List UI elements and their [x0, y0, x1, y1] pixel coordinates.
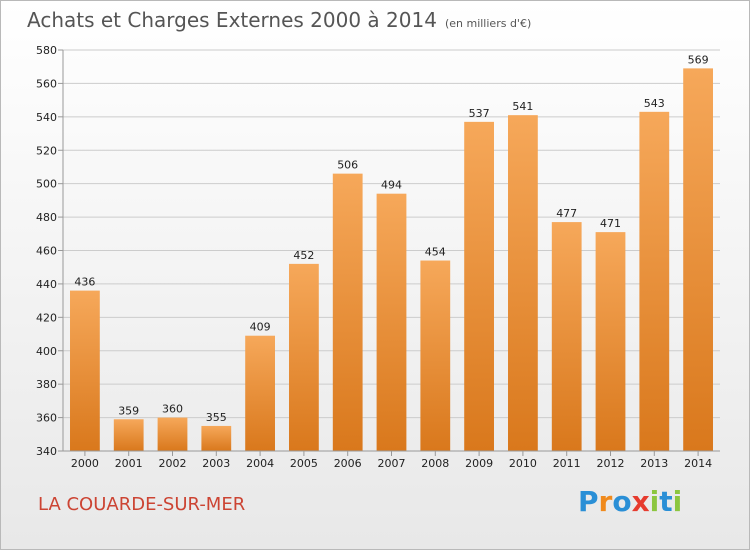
x-tick-label: 2010: [509, 457, 537, 470]
x-tick-label: 2009: [465, 457, 493, 470]
y-tick-label: 560: [36, 77, 57, 90]
data-label: 477: [556, 207, 577, 220]
data-label: 471: [600, 217, 621, 230]
x-tick-label: 2008: [421, 457, 449, 470]
y-tick-label: 440: [36, 278, 57, 291]
labels: 340 360 380 400 420 440 460 480 500 520 540 560 580 4…: [36, 44, 712, 470]
y-tick-label: 340: [36, 445, 57, 458]
x-tick-label: 2003: [202, 457, 230, 470]
x-tick-label: 2005: [290, 457, 318, 470]
data-label: 494: [381, 179, 402, 192]
y-tick-label: 360: [36, 412, 57, 425]
x-tick-label: 2012: [597, 457, 625, 470]
x-tick-label: 2004: [246, 457, 274, 470]
chart-subtitle: (en milliers d'€): [444, 17, 532, 30]
data-label: 359: [118, 404, 139, 417]
data-label: 569: [688, 53, 709, 66]
y-tick-label: 420: [36, 311, 57, 324]
bar: [376, 193, 407, 452]
bars: [70, 68, 713, 452]
x-tick-label: 2001: [115, 457, 143, 470]
bar: [464, 121, 494, 452]
logo-letter: x: [631, 485, 650, 518]
bar: [113, 419, 144, 451]
proxiti-logo: Proxiti: [578, 485, 682, 518]
bar: [289, 263, 319, 451]
x-tick-label: 2002: [159, 457, 187, 470]
x-tick-label: 2011: [553, 457, 581, 470]
bar: [595, 232, 626, 451]
y-tick-label: 500: [36, 178, 57, 191]
data-label: 537: [469, 107, 490, 120]
bar: [245, 335, 275, 451]
bar: [332, 173, 363, 451]
bar: [551, 222, 582, 451]
place-name: LA COUARDE-SUR-MER: [38, 494, 246, 515]
chart-title-block: Achats et Charges Externes 2000 à 2014 (e…: [27, 8, 531, 32]
bar: [420, 260, 451, 451]
y-tick-label: 460: [36, 245, 57, 258]
y-tick-label: 480: [36, 211, 57, 224]
y-tick-label: 540: [36, 111, 57, 124]
data-label: 543: [644, 97, 665, 110]
axes: [58, 49, 720, 456]
bar: [508, 115, 538, 451]
data-label: 454: [425, 246, 446, 259]
logo-letter: r: [598, 485, 613, 518]
data-label: 541: [512, 100, 533, 113]
data-label: 355: [206, 411, 227, 424]
bar: [157, 417, 188, 451]
chart-title: Achats et Charges Externes 2000 à 2014: [27, 8, 437, 32]
data-label: 506: [337, 159, 358, 172]
data-label: 360: [162, 403, 183, 416]
bar: [683, 68, 713, 452]
bar: [639, 111, 670, 451]
x-tick-label: 2014: [684, 457, 712, 470]
logo-letter: i: [649, 485, 660, 518]
logo-letter: i: [672, 485, 683, 518]
x-tick-label: 2007: [378, 457, 406, 470]
x-tick-label: 2013: [640, 457, 668, 470]
logo-letter: t: [659, 485, 673, 518]
logo-letter: o: [612, 485, 632, 518]
bar: [201, 425, 232, 451]
data-label: 452: [293, 249, 314, 262]
x-tick-label: 2006: [334, 457, 362, 470]
y-tick-label: 380: [36, 378, 57, 391]
x-tick-label: 2000: [71, 457, 99, 470]
y-tick-label: 400: [36, 345, 57, 358]
data-label: 436: [74, 276, 95, 289]
bar: [70, 290, 100, 451]
y-tick-label: 580: [36, 44, 57, 57]
logo-letter: P: [578, 485, 599, 518]
y-tick-label: 520: [36, 144, 57, 157]
data-label: 409: [250, 321, 271, 334]
